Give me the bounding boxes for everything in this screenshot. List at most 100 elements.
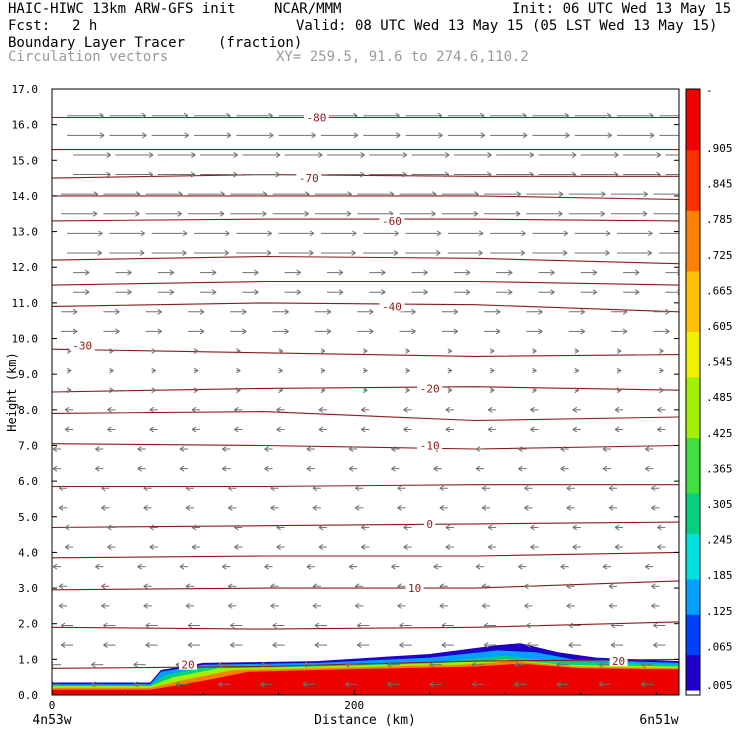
vector-head	[182, 230, 188, 237]
vector-head	[518, 465, 523, 472]
contour-label-8: 10	[408, 582, 421, 595]
vector-head	[133, 661, 138, 668]
vector-head	[558, 191, 564, 198]
vector-head	[101, 485, 106, 492]
vector-head	[445, 406, 451, 413]
colorbar-cell	[686, 614, 700, 620]
vector-head	[634, 289, 640, 296]
colorbar-cell	[686, 371, 700, 378]
colorbar-cell	[686, 558, 700, 565]
vector-head	[429, 681, 435, 688]
vector-head	[264, 446, 269, 452]
vector-head	[538, 308, 543, 315]
y-tick-label-12: 12.0	[12, 261, 39, 274]
vector-head	[139, 250, 145, 256]
vector-head	[284, 308, 289, 315]
vector-head	[558, 210, 563, 217]
vector-head	[228, 504, 233, 511]
vector-head	[272, 622, 277, 629]
contour-label-6: -10	[420, 439, 440, 452]
colorbar-cell	[686, 442, 700, 449]
vector-head	[357, 622, 362, 629]
colorbar-label-9: .425	[706, 427, 733, 440]
colorbar-cell	[686, 432, 700, 439]
colorbar-cell	[686, 669, 700, 676]
vector-head	[222, 465, 227, 472]
vector-head	[312, 602, 318, 609]
colorbar-label-15: .065	[706, 640, 733, 653]
vector-head	[222, 563, 227, 570]
vector-head	[645, 563, 650, 570]
colorbar-cell	[686, 190, 700, 196]
vector-head	[645, 465, 650, 472]
vector-head	[481, 602, 487, 609]
vector-head	[52, 446, 58, 452]
vector-head	[574, 348, 580, 354]
vector-head	[106, 152, 112, 158]
colorbar-cell	[686, 573, 700, 580]
vector-head	[483, 642, 489, 649]
vector-head	[487, 406, 493, 413]
vector-head	[191, 426, 197, 433]
vector-head	[657, 524, 662, 531]
colorbar-cell	[686, 588, 700, 595]
vector-head	[653, 622, 658, 629]
vector-head	[98, 230, 103, 237]
vector-head	[284, 328, 289, 335]
vector-head	[260, 661, 265, 668]
vector-head	[346, 210, 352, 217]
vector-head	[191, 544, 197, 550]
vector-head	[445, 524, 451, 531]
vector-head	[92, 210, 98, 217]
vector-head	[177, 210, 182, 217]
vector-head	[151, 367, 156, 374]
vector-head	[613, 171, 619, 178]
vector-head	[622, 308, 628, 315]
vector-head	[312, 485, 318, 492]
x-tick-label-1: 200	[344, 699, 364, 712]
vector-head	[602, 563, 608, 570]
vector-head	[58, 583, 64, 590]
colorbar-cell	[686, 629, 700, 635]
colorbar-cell	[686, 184, 700, 191]
vector-head	[58, 485, 64, 492]
vector-head	[191, 406, 197, 413]
colorbar-cell	[686, 523, 700, 529]
vector-head	[107, 406, 112, 413]
colorbar-cell	[686, 235, 700, 242]
colorbar-cell	[686, 119, 700, 125]
colorbar-cell	[686, 498, 700, 504]
vector-head	[133, 681, 138, 688]
colorbar-cell	[686, 689, 700, 696]
vector-head	[444, 152, 450, 158]
vector-head	[191, 524, 197, 531]
contour-line-7	[52, 411, 679, 422]
vector-head	[431, 210, 436, 217]
vector-head	[193, 367, 199, 374]
colorbar-cell	[686, 422, 700, 428]
contour-label-bg-10	[609, 655, 628, 667]
contour-line-8	[52, 386, 679, 393]
vector-head	[643, 191, 648, 198]
vector-head	[66, 387, 72, 394]
colorbar-cell	[686, 144, 700, 151]
vector-head	[151, 387, 156, 394]
vector-head	[560, 465, 565, 472]
vector-head	[607, 132, 612, 139]
vector-head	[368, 328, 374, 335]
colorbar-cell	[686, 225, 700, 231]
vector-head	[276, 426, 281, 433]
colorbar-cell	[686, 674, 700, 681]
contour-line-1	[52, 621, 679, 630]
vector-head	[656, 152, 661, 158]
vector-head	[520, 250, 526, 256]
vector-head	[602, 446, 608, 452]
colorbar-cell	[686, 437, 700, 444]
vector-head	[514, 661, 519, 668]
vector-head	[306, 446, 312, 452]
vector-head	[276, 524, 281, 531]
vector-head	[447, 348, 453, 354]
contour-line-2	[52, 580, 679, 591]
vector-head	[649, 112, 654, 119]
vector-head	[362, 348, 368, 354]
